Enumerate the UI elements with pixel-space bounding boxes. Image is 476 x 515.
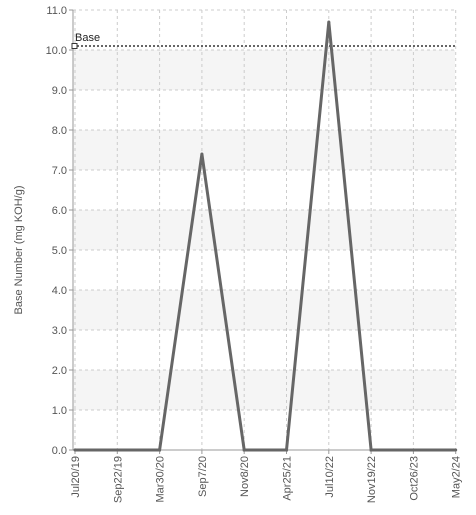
y-tick-label: 0.0 — [52, 445, 67, 457]
x-tick-label: Sep7/20 — [197, 456, 209, 497]
y-tick-label: 6.0 — [52, 205, 67, 217]
y-tick-label: 5.0 — [52, 245, 67, 257]
y-tick-label: 11.0 — [46, 5, 67, 17]
background-band — [73, 130, 455, 170]
reference-line-label: Base — [75, 32, 100, 44]
y-tick-label: 9.0 — [52, 85, 67, 97]
y-tick-label: 4.0 — [52, 285, 67, 297]
x-tick-label: Jul10/22 — [324, 456, 336, 498]
data-point — [411, 448, 415, 452]
background-band — [73, 290, 455, 330]
data-point — [454, 448, 458, 452]
x-tick-label: Nov19/22 — [366, 456, 378, 503]
x-tick-label: Sep22/19 — [112, 456, 124, 503]
background-band — [73, 50, 455, 90]
series-line — [75, 21, 456, 452]
background-band — [73, 370, 455, 410]
y-tick-label: 7.0 — [52, 165, 67, 177]
data-point — [158, 448, 162, 452]
x-tick-label: Jul20/19 — [70, 456, 82, 498]
x-tick-label: Mar30/20 — [155, 456, 167, 502]
x-tick-label: Nov8/20 — [239, 456, 251, 497]
y-tick-label: 10.0 — [46, 45, 67, 57]
data-point — [369, 448, 373, 452]
y-axis-title: Base Number (mg KOH/g) — [13, 186, 25, 315]
x-tick-label: May2/24 — [451, 456, 463, 498]
y-tick-label: 2.0 — [52, 365, 67, 377]
background-band — [73, 210, 455, 250]
x-tick-label: Apr25/21 — [282, 456, 294, 501]
data-point — [242, 448, 246, 452]
x-tick-label: Oct26/23 — [408, 456, 420, 501]
y-tick-label: 3.0 — [52, 325, 67, 337]
y-tick-label: 1.0 — [52, 405, 67, 417]
reference-line-marker — [71, 43, 78, 49]
data-point — [200, 152, 204, 156]
data-point — [115, 448, 119, 452]
data-point — [73, 448, 77, 452]
data-point — [327, 20, 331, 24]
y-tick-label: 8.0 — [52, 125, 67, 137]
data-point — [285, 448, 288, 452]
